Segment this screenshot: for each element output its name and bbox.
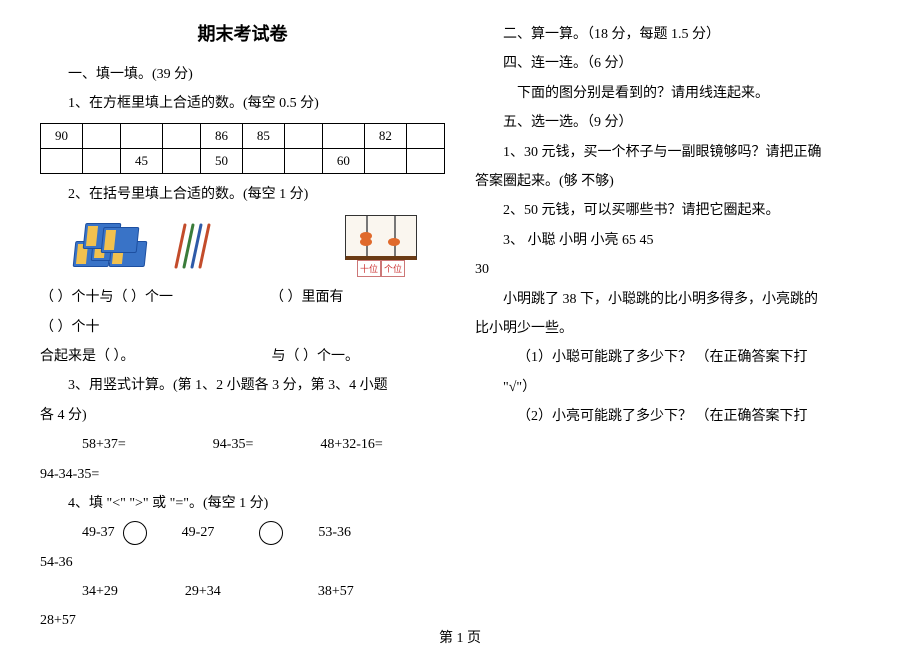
sec5-q1b: 答案圈起来。(够 不够) bbox=[475, 167, 880, 196]
cell bbox=[162, 148, 200, 173]
expr: 29+34 bbox=[185, 584, 221, 599]
abacus-icon: 十位个位 bbox=[345, 215, 417, 277]
section-2-heading: 二、算一算。（18 分，每题 1.5 分） bbox=[475, 20, 880, 49]
cell: 82 bbox=[364, 123, 406, 148]
expr: 49-27 bbox=[182, 525, 215, 540]
sec5-q3-1b: "√"） bbox=[475, 373, 880, 402]
page-title: 期末考试卷 bbox=[40, 20, 445, 46]
q2-line2: （ ）个十 bbox=[40, 313, 445, 342]
abacus-tens-label: 十位 bbox=[357, 260, 381, 277]
row2: 34+29 29+34 38+57 bbox=[40, 577, 445, 606]
cell bbox=[284, 123, 322, 148]
cell: 85 bbox=[242, 123, 284, 148]
cell: 60 bbox=[322, 148, 364, 173]
exam-page: 期末考试卷 一、填一填。(39 分) 1、在方框里填上合适的数。(每空 0.5 … bbox=[0, 0, 920, 651]
compare-circle-icon bbox=[259, 521, 283, 545]
expr: 38+57 bbox=[318, 584, 354, 599]
table-row: 90 86 85 82 bbox=[41, 123, 445, 148]
expr: 53-36 bbox=[318, 525, 351, 540]
q3-heading2: 各 4 分) bbox=[40, 401, 445, 430]
col-top-expr: 54-36 bbox=[40, 548, 445, 577]
cell bbox=[406, 123, 444, 148]
cell: 86 bbox=[201, 123, 243, 148]
q2-line1: （ ）个十与（ ）个一 （ ）里面有 bbox=[40, 283, 445, 312]
text: 与（ ）个一。 bbox=[272, 349, 360, 364]
section-4-text: 下面的图分别是看到的？请用线连起来。 bbox=[475, 79, 880, 108]
cell bbox=[284, 148, 322, 173]
number-sequence-table: 90 86 85 82 45 50 60 bbox=[40, 123, 445, 174]
text: （ ）里面有 bbox=[270, 290, 344, 305]
cell bbox=[82, 148, 120, 173]
text: （ ）个十与（ ）个一 bbox=[40, 290, 173, 305]
page-footer: 第 1 页 bbox=[0, 627, 920, 647]
cell: 90 bbox=[41, 123, 83, 148]
sec5-q3-2: （2）小亮可能跳了多少下？ （在正确答案下打 bbox=[475, 402, 880, 431]
q3-expr-row: 58+37= 94-35= 48+32-16= bbox=[40, 430, 445, 459]
q3-tail: 94-34-35= bbox=[40, 460, 445, 489]
expr: 49-37 bbox=[82, 525, 115, 540]
expr: 94-35= bbox=[213, 437, 254, 452]
books-icon bbox=[70, 219, 165, 274]
q4-row: 49-37 49-27 53-36 bbox=[40, 518, 445, 547]
expr: 34+29 bbox=[82, 584, 118, 599]
q1-heading: 1、在方框里填上合适的数。(每空 0.5 分) bbox=[40, 89, 445, 118]
q2-line3: 合起来是（ ）。 与（ ）个一。 bbox=[40, 342, 445, 371]
cell bbox=[322, 123, 364, 148]
section-4-heading: 四、连一连。（6 分） bbox=[475, 49, 880, 78]
sec5-q3-tail: 30 bbox=[475, 255, 880, 284]
sec5-q3-1a: （1）小聪可能跳了多少下？ （在正确答案下打 bbox=[475, 343, 880, 372]
cell bbox=[406, 148, 444, 173]
figures-row: 十位个位 bbox=[40, 215, 445, 277]
sticks-icon bbox=[175, 221, 225, 271]
sec5-q3-row: 3、 小聪 小明 小亮 65 45 bbox=[475, 226, 880, 255]
cell: 45 bbox=[121, 148, 163, 173]
section-1-heading: 一、填一填。(39 分) bbox=[40, 60, 445, 89]
abacus-ones-label: 个位 bbox=[381, 260, 405, 277]
cell bbox=[41, 148, 83, 173]
q3-heading: 3、用竖式计算。(第 1、2 小题各 3 分，第 3、4 小题 bbox=[40, 371, 445, 400]
sec5-q3-desc2: 比小明少一些。 bbox=[475, 314, 880, 343]
cell bbox=[162, 123, 200, 148]
text: 合起来是（ ）。 bbox=[40, 349, 135, 364]
q2-heading: 2、在括号里填上合适的数。(每空 1 分) bbox=[40, 180, 445, 209]
compare-circle-icon bbox=[123, 521, 147, 545]
q4-heading: 4、填 "<" ">" 或 "="。(每空 1 分) bbox=[40, 489, 445, 518]
cell bbox=[121, 123, 163, 148]
cell bbox=[364, 148, 406, 173]
expr: 58+37= bbox=[82, 437, 126, 452]
cell: 50 bbox=[201, 148, 243, 173]
cell bbox=[82, 123, 120, 148]
sec5-q2: 2、50 元钱，可以买哪些书？请把它圈起来。 bbox=[475, 196, 880, 225]
cell bbox=[242, 148, 284, 173]
sec5-q3-desc: 小明跳了 38 下，小聪跳的比小明多得多，小亮跳的 bbox=[475, 285, 880, 314]
sec5-q1a: 1、30 元钱，买一个杯子与一副眼镜够吗？请把正确 bbox=[475, 138, 880, 167]
section-5-heading: 五、选一选。（9 分） bbox=[475, 108, 880, 137]
table-row: 45 50 60 bbox=[41, 148, 445, 173]
expr: 48+32-16= bbox=[320, 437, 382, 452]
